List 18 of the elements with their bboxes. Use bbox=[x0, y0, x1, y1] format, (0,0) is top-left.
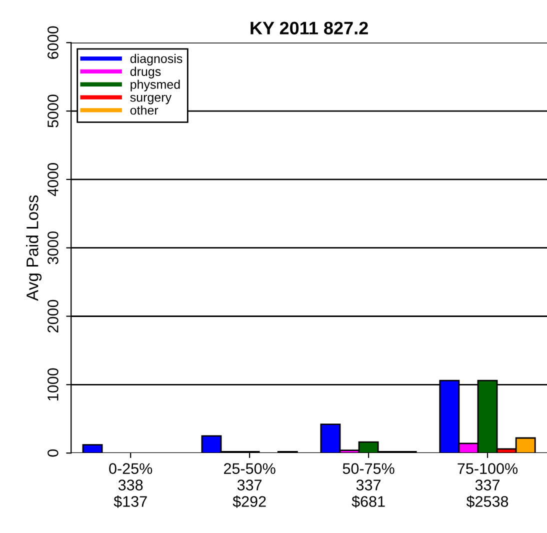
x-tick-label: 75-100% 337 $2538 bbox=[458, 463, 518, 508]
y-tick-label: 6000 bbox=[48, 26, 58, 59]
y-tick-label: 4000 bbox=[48, 163, 58, 196]
x-tick-label: 0-25% 338 $137 bbox=[109, 463, 152, 508]
y-tick-label: 0 bbox=[48, 449, 58, 457]
legend-label: diagnosis bbox=[130, 54, 182, 66]
legend-label: surgery bbox=[130, 94, 172, 104]
legend-label: drugs bbox=[130, 66, 161, 78]
y-tick-label: 1000 bbox=[48, 368, 58, 400]
y-axis-title: Avg Paid Loss bbox=[26, 195, 42, 301]
y-tick-label: 2000 bbox=[48, 300, 58, 332]
y-tick-label: 5000 bbox=[48, 94, 58, 128]
legend-label: other bbox=[130, 106, 158, 115]
chart-title: KY 2011 827.2 bbox=[250, 22, 368, 34]
y-tick-label: 3000 bbox=[48, 231, 58, 264]
legend-label: physmed bbox=[130, 80, 180, 92]
x-tick-label: 25-50% 337 $292 bbox=[224, 463, 276, 508]
x-tick-label: 50-75% 337 $681 bbox=[342, 463, 394, 508]
